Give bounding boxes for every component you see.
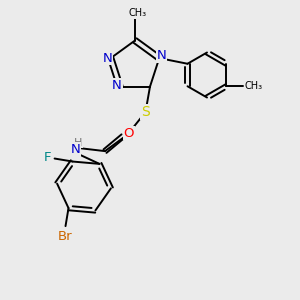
Text: N: N — [157, 49, 166, 62]
Text: N: N — [103, 52, 112, 64]
Text: CH₃: CH₃ — [129, 8, 147, 19]
Text: S: S — [141, 105, 150, 119]
Text: N: N — [71, 143, 81, 156]
Text: F: F — [43, 152, 51, 164]
Text: H: H — [74, 138, 82, 148]
Text: O: O — [124, 127, 134, 140]
Text: N: N — [112, 79, 122, 92]
Text: CH₃: CH₃ — [244, 81, 262, 91]
Text: Br: Br — [58, 230, 73, 243]
